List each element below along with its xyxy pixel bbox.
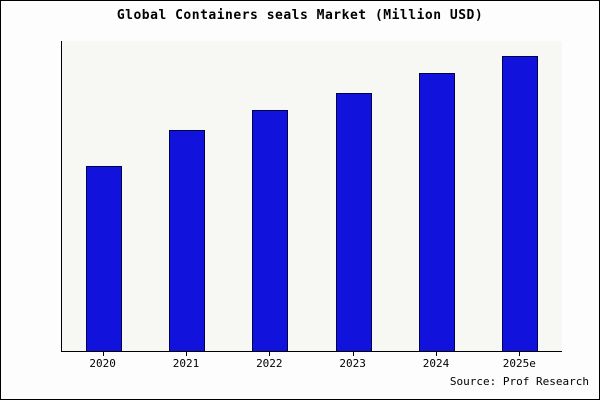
chart-title: Global Containers seals Market (Million … — [116, 8, 484, 23]
bar-2024 — [419, 73, 455, 351]
bar-2020 — [85, 166, 122, 351]
x-axis-ticks — [61, 352, 561, 357]
bar-2022 — [252, 110, 289, 351]
bar-2021 — [169, 130, 205, 351]
x-tick-2020 — [102, 352, 104, 356]
bar-2023 — [335, 93, 372, 351]
plot-area — [61, 41, 562, 352]
bars-layer — [62, 41, 562, 351]
source-text: Source: Prof Research — [449, 375, 589, 388]
x-label-2025e: 2025e — [502, 357, 536, 370]
x-label-2021: 2021 — [172, 357, 200, 370]
x-label-2022: 2022 — [256, 357, 283, 370]
x-tick-2025e — [519, 352, 521, 356]
x-tick-2023 — [352, 352, 354, 356]
x-axis-labels: 2020 2021 2022 2023 2024 2025e — [61, 357, 561, 373]
x-tick-2022 — [269, 352, 271, 356]
bar-2025e — [502, 56, 539, 351]
x-label-2024: 2024 — [422, 357, 450, 370]
x-label-2023: 2023 — [339, 357, 366, 370]
x-tick-2024 — [436, 352, 437, 356]
x-tick-2021 — [186, 352, 187, 356]
x-label-2020: 2020 — [89, 357, 116, 370]
